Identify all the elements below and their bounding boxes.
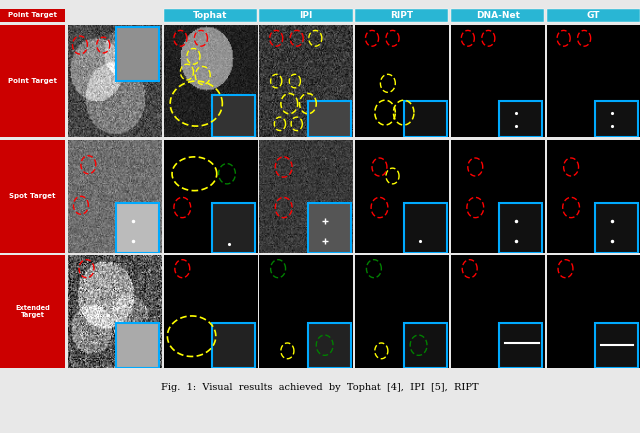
Text: Tophat: Tophat	[193, 11, 227, 20]
Text: IPI: IPI	[300, 11, 313, 20]
FancyBboxPatch shape	[595, 323, 638, 368]
FancyBboxPatch shape	[404, 323, 447, 368]
FancyBboxPatch shape	[308, 203, 351, 252]
Text: RIPT: RIPT	[390, 11, 413, 20]
FancyBboxPatch shape	[308, 323, 351, 368]
Text: Fig.  1:  Visual  results  achieved  by  Tophat  [4],  IPI  [5],  RIPT: Fig. 1: Visual results achieved by Topha…	[161, 383, 479, 392]
FancyBboxPatch shape	[595, 101, 638, 137]
FancyBboxPatch shape	[404, 101, 447, 137]
FancyBboxPatch shape	[499, 203, 542, 252]
FancyBboxPatch shape	[404, 203, 447, 252]
Text: Spot Target: Spot Target	[10, 193, 56, 199]
FancyBboxPatch shape	[308, 101, 351, 137]
Text: DNA-Net: DNA-Net	[476, 11, 520, 20]
FancyBboxPatch shape	[116, 203, 159, 252]
Text: Extended
Target: Extended Target	[15, 305, 50, 318]
Text: Point Target: Point Target	[8, 13, 57, 19]
FancyBboxPatch shape	[212, 94, 255, 137]
Text: Point Target: Point Target	[8, 78, 57, 84]
FancyBboxPatch shape	[212, 323, 255, 368]
FancyBboxPatch shape	[499, 323, 542, 368]
FancyBboxPatch shape	[116, 323, 159, 368]
Text: GT: GT	[587, 11, 600, 20]
FancyBboxPatch shape	[212, 203, 255, 252]
FancyBboxPatch shape	[595, 203, 638, 252]
FancyBboxPatch shape	[499, 101, 542, 137]
FancyBboxPatch shape	[116, 27, 159, 81]
